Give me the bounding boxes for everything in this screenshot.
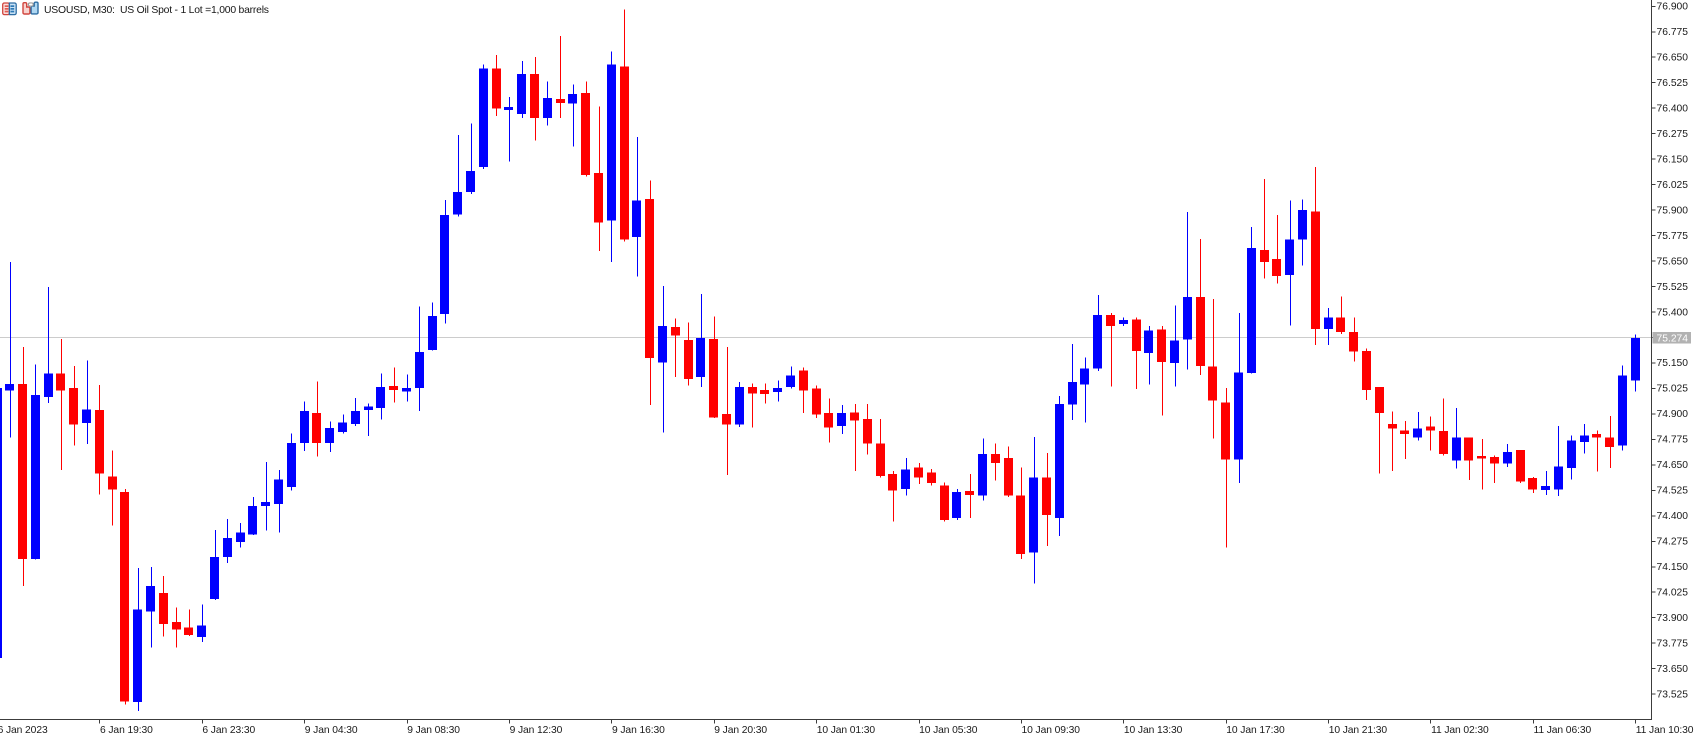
svg-text:76.150: 76.150: [1657, 154, 1689, 165]
svg-text:6 Jan 23:30: 6 Jan 23:30: [202, 725, 255, 736]
svg-text:74.025: 74.025: [1657, 588, 1689, 599]
svg-text:10 Jan 09:30: 10 Jan 09:30: [1022, 725, 1081, 736]
svg-text:75.400: 75.400: [1657, 307, 1689, 318]
svg-text:74.900: 74.900: [1657, 409, 1689, 420]
svg-text:10 Jan 21:30: 10 Jan 21:30: [1329, 725, 1388, 736]
svg-text:76.900: 76.900: [1657, 2, 1689, 13]
svg-text:73.775: 73.775: [1657, 638, 1689, 649]
svg-text:73.650: 73.650: [1657, 664, 1689, 675]
svg-text:73.525: 73.525: [1657, 689, 1689, 700]
svg-text:76.650: 76.650: [1657, 53, 1689, 64]
svg-text:6 Jan 2023: 6 Jan 2023: [0, 725, 48, 736]
svg-text:75.775: 75.775: [1657, 231, 1689, 242]
svg-text:10 Jan 13:30: 10 Jan 13:30: [1124, 725, 1183, 736]
svg-text:74.525: 74.525: [1657, 486, 1689, 497]
svg-text:9 Jan 04:30: 9 Jan 04:30: [305, 725, 358, 736]
svg-text:74.775: 74.775: [1657, 435, 1689, 446]
svg-text:74.275: 74.275: [1657, 537, 1689, 548]
svg-text:75.650: 75.650: [1657, 256, 1689, 267]
svg-text:10 Jan 01:30: 10 Jan 01:30: [817, 725, 876, 736]
svg-text:76.400: 76.400: [1657, 104, 1689, 115]
svg-text:73.900: 73.900: [1657, 613, 1689, 624]
svg-text:75.525: 75.525: [1657, 282, 1689, 293]
svg-text:10 Jan 17:30: 10 Jan 17:30: [1226, 725, 1285, 736]
svg-text:76.525: 76.525: [1657, 78, 1689, 89]
svg-text:74.650: 74.650: [1657, 460, 1689, 471]
svg-text:9 Jan 16:30: 9 Jan 16:30: [612, 725, 665, 736]
svg-text:74.150: 74.150: [1657, 562, 1689, 573]
svg-text:75.150: 75.150: [1657, 358, 1689, 369]
svg-text:75.274: 75.274: [1657, 333, 1689, 344]
svg-text:75.025: 75.025: [1657, 384, 1689, 395]
svg-text:9 Jan 08:30: 9 Jan 08:30: [407, 725, 460, 736]
svg-text:74.400: 74.400: [1657, 511, 1689, 522]
svg-text:76.275: 76.275: [1657, 129, 1689, 140]
svg-text:9 Jan 20:30: 9 Jan 20:30: [714, 725, 767, 736]
svg-text:75.900: 75.900: [1657, 205, 1689, 216]
svg-text:6 Jan 19:30: 6 Jan 19:30: [100, 725, 153, 736]
svg-text:11 Jan 10:30: 11 Jan 10:30: [1636, 725, 1694, 736]
svg-text:11 Jan 06:30: 11 Jan 06:30: [1534, 725, 1592, 736]
svg-text:11 Jan 02:30: 11 Jan 02:30: [1431, 725, 1489, 736]
svg-text:76.025: 76.025: [1657, 180, 1689, 191]
svg-text:10 Jan 05:30: 10 Jan 05:30: [919, 725, 978, 736]
svg-text:9 Jan 12:30: 9 Jan 12:30: [510, 725, 563, 736]
svg-text:USOUSD, M30: US Oil Spot - 1: USOUSD, M30: US Oil Spot - 1 Lot =1,000 …: [44, 5, 269, 16]
svg-text:76.775: 76.775: [1657, 27, 1689, 38]
